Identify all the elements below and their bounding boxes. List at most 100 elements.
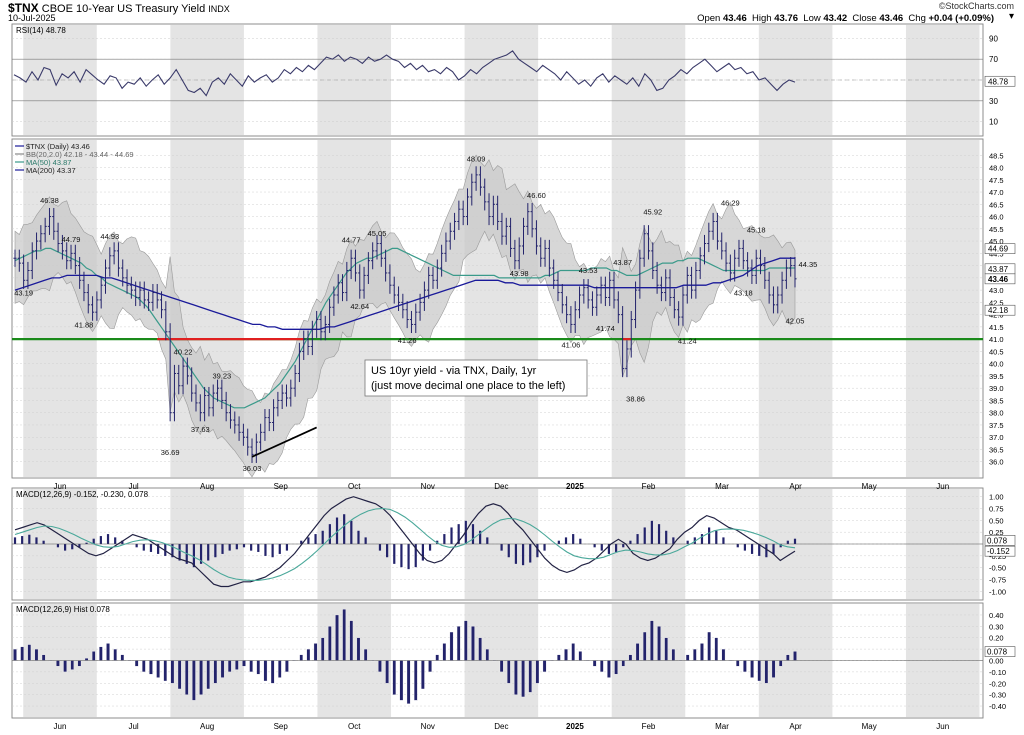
price-bar [599, 276, 603, 304]
x-tick-label: Apr [789, 722, 802, 731]
price-bar [47, 207, 52, 235]
y-tick-label: 46.5 [989, 200, 1004, 209]
price-bar [263, 409, 267, 441]
peak-label: 41.06 [562, 341, 581, 350]
symbol-name: CBOE 10-Year US Treasury Yield [41, 3, 206, 15]
price-bar [694, 261, 698, 299]
legend-entry: BB(20,2.0) 42.18 - 43.44 - 44.69 [26, 150, 134, 159]
price-bar [405, 301, 409, 329]
hist-bar [771, 660, 776, 678]
peak-label: 43.98 [510, 269, 529, 278]
hist-bar [20, 646, 24, 661]
price-bar [577, 286, 582, 319]
chart-title: $TNX CBOE 10-Year US Treasury Yield INDX [8, 1, 230, 15]
axis-tag-bb: 42.18 [984, 304, 1016, 316]
price-bar [440, 244, 444, 277]
price-bar [362, 266, 366, 299]
peak-label: 48.09 [467, 154, 486, 163]
price-bar [586, 279, 590, 309]
price-bar [474, 166, 478, 191]
x-tick-label: Dec [494, 482, 508, 491]
price-bar [461, 200, 465, 226]
y-tick-label: 40.0 [989, 360, 1004, 369]
hist-bar [177, 660, 182, 690]
price-bar [69, 244, 73, 270]
price-bar [698, 247, 702, 280]
y-tick-label: 0.00 [989, 657, 1004, 666]
y-tick-label: 36.0 [989, 458, 1004, 467]
hist-bar [34, 648, 39, 661]
price-bar [164, 301, 168, 341]
price-bar [491, 195, 495, 226]
symbol: $TNX [8, 1, 39, 15]
price-bar [345, 261, 349, 302]
price-bar [513, 239, 517, 270]
trend-line [251, 426, 318, 458]
x-tick-label: 2025 [566, 722, 584, 731]
hist-bar [614, 660, 618, 675]
hist-bar [106, 643, 110, 661]
price-bar [655, 261, 659, 294]
y-tick-label: 10 [989, 118, 998, 127]
legend-entry: MA(50) 43.87 [26, 158, 71, 167]
y-tick-label: 0.30 [989, 622, 1004, 631]
price-bar [358, 264, 362, 299]
price-bar [750, 259, 754, 284]
price-bar [552, 259, 556, 289]
price-bar [207, 386, 211, 417]
open-label: Open [697, 13, 721, 24]
hist-bar [278, 660, 282, 678]
price-bar [409, 310, 414, 334]
price-bar [625, 340, 629, 378]
y-tick-label: 39.5 [989, 372, 1004, 381]
hist-bar [693, 648, 697, 661]
price-bar [487, 193, 491, 226]
hist-bar [449, 631, 454, 661]
month-band [905, 140, 980, 477]
y-tick-label: 30 [989, 97, 998, 106]
y-tick-label: -0.40 [989, 702, 1006, 711]
low-value: 43.42 [823, 13, 848, 24]
x-tick-label: Feb [642, 482, 656, 491]
close-value: 43.46 [879, 13, 904, 24]
y-tick-label: -0.20 [989, 679, 1006, 688]
y-tick-label: 43.0 [989, 286, 1004, 295]
price-bar [177, 364, 181, 395]
axis-tag-value: 43.46 [988, 275, 1009, 284]
price-bar [95, 291, 99, 321]
hist-bar [13, 648, 17, 661]
price-bar [26, 261, 30, 289]
x-tick-label: Aug [200, 482, 214, 491]
hist-bar [564, 648, 568, 661]
y-tick-label: 39.0 [989, 384, 1004, 393]
rsi-line [13, 50, 796, 97]
price-bar [22, 254, 26, 289]
x-tick-label: Mar [715, 722, 729, 731]
hist-bar [642, 631, 647, 661]
hist-bar [392, 660, 397, 695]
price-bar [306, 330, 310, 356]
price-bar [34, 232, 39, 260]
x-tick-label: Sep [274, 482, 289, 491]
axis-tag-value: 0.078 [987, 536, 1008, 545]
x-tick-label: Nov [421, 722, 435, 731]
price-bar [745, 252, 750, 277]
price-bar [448, 222, 452, 250]
price-bar [612, 271, 616, 309]
hist-bar [170, 660, 175, 684]
price-bar [677, 301, 681, 326]
hist-bar [270, 660, 275, 684]
x-tick-label: Jul [128, 722, 138, 731]
price-bar [668, 269, 672, 307]
settings-icon[interactable]: ▾ [1008, 11, 1014, 22]
peak-label: 44.77 [342, 236, 361, 245]
peak-label: 36.03 [243, 464, 262, 473]
price-bar [685, 266, 689, 304]
price-bar [508, 217, 513, 258]
y-tick-label: 0.20 [989, 634, 1004, 643]
x-tick-label: Oct [348, 482, 361, 491]
hist-bar [793, 651, 797, 661]
annotation-box: US 10yr yield - via TNX, Daily, 1yr (just… [364, 359, 588, 397]
hist-bar [442, 643, 447, 661]
